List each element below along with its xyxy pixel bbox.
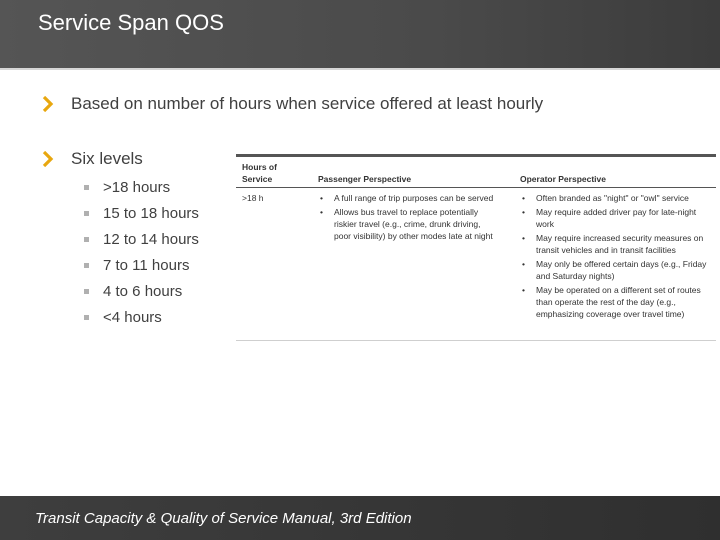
list-item: May be operated on a different set of ro… [520,284,712,320]
service-span-table: Hours of Service Passenger Perspective Op… [236,154,716,341]
list-item: Often branded as "night" or "owl" servic… [520,192,712,204]
level-item: 7 to 11 hours [84,252,199,278]
square-bullet-icon [84,184,89,190]
level-item: 4 to 6 hours [84,278,199,304]
cell-passenger: A full range of trip purposes can be ser… [318,192,498,244]
square-bullet-icon [84,288,89,294]
square-bullet-icon [84,314,89,320]
square-bullet-icon [84,262,89,268]
header-passenger: Passenger Perspective [318,174,412,184]
bullet-text: Based on number of hours when service of… [71,94,544,113]
bullet-text: Six levels [71,149,143,168]
list-item: Allows bus travel to replace potentially… [318,206,498,242]
level-item: 12 to 14 hours [84,226,199,252]
slide-title: Service Span QOS [38,10,224,35]
cell-operator: Often branded as "night" or "owl" servic… [520,192,712,322]
header-hours: Hours of Service [242,162,277,184]
table-header: Hours of Service Passenger Perspective Op… [236,157,716,188]
header-operator: Operator Perspective [520,174,606,184]
levels-list: >18 hours 15 to 18 hours 12 to 14 hours … [84,174,199,330]
table-row: >18 h A full range of trip purposes can … [236,188,716,340]
list-item: May require increased security measures … [520,232,712,256]
bullet-levels: Six levels [40,149,143,169]
level-item: <4 hours [84,304,199,330]
footer-bar: Transit Capacity & Quality of Service Ma… [0,496,720,540]
level-item: 15 to 18 hours [84,200,199,226]
footer-citation: Transit Capacity & Quality of Service Ma… [35,510,412,527]
chevron-right-icon [42,96,54,112]
list-item: May require added driver pay for late-ni… [520,206,712,230]
chevron-right-icon [42,151,54,167]
square-bullet-icon [84,236,89,242]
title-bar: Service Span QOS [0,0,720,68]
list-item: A full range of trip purposes can be ser… [318,192,498,204]
level-item: >18 hours [84,174,199,200]
cell-hours: >18 h [242,193,264,203]
list-item: May only be offered certain days (e.g., … [520,258,712,282]
square-bullet-icon [84,210,89,216]
bullet-hours: Based on number of hours when service of… [40,94,543,114]
title-divider [0,68,720,70]
